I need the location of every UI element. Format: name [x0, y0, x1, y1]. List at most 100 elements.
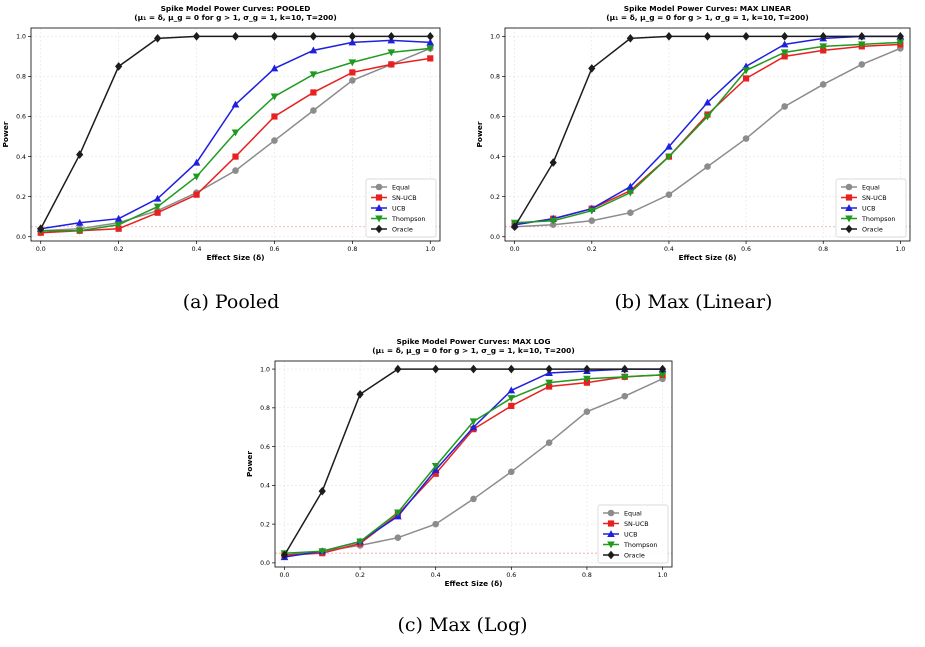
legend-label-oracle: Oracle	[624, 551, 645, 559]
data-point-sn-ucb	[115, 225, 122, 232]
chart-title: Spike Model Power Curves: POOLED	[161, 4, 311, 13]
data-point-equal	[742, 135, 750, 142]
data-point-thompson	[469, 418, 478, 426]
x-tick-label: 0.8	[818, 246, 828, 253]
data-point-ucb	[114, 214, 123, 222]
data-point-thompson	[703, 113, 712, 121]
data-point-equal	[232, 167, 239, 174]
y-tick-label: 0.0	[260, 560, 270, 567]
chart-title: Spike Model Power Curves: MAX LINEAR	[624, 4, 792, 13]
legend-label-sn-ucb: SN-UCB	[392, 194, 417, 202]
series-equal	[511, 45, 904, 231]
data-point-sn-ucb	[427, 55, 434, 62]
data-point-oracle	[432, 364, 440, 374]
data-point-thompson	[896, 39, 905, 47]
data-point-oracle	[781, 32, 789, 41]
legend-marker-thompson	[845, 215, 853, 223]
x-tick-label: 0.2	[114, 246, 124, 253]
data-point-oracle	[742, 32, 750, 41]
data-point-ucb	[309, 46, 318, 54]
legend-marker-ucb	[607, 530, 615, 537]
data-point-thompson	[356, 538, 364, 546]
data-point-ucb	[270, 64, 279, 72]
x-tick-label: 0.4	[192, 246, 202, 253]
data-point-sn-ucb	[154, 209, 161, 216]
data-point-ucb	[348, 38, 357, 46]
y-tick-label: 0.6	[490, 114, 500, 121]
y-tick-label: 0.4	[260, 483, 270, 490]
data-point-thompson	[620, 373, 629, 381]
data-point-thompson	[742, 67, 750, 75]
data-point-sn-ucb	[781, 53, 788, 60]
x-tick-label: 1.0	[658, 572, 668, 579]
y-tick-label: 0.2	[16, 194, 26, 201]
data-point-oracle	[819, 32, 827, 41]
legend-label-equal: Equal	[392, 183, 410, 191]
data-point-oracle	[665, 32, 673, 41]
legend-marker-oracle	[375, 224, 383, 234]
data-point-thompson	[626, 189, 635, 197]
data-point-oracle	[76, 150, 84, 159]
data-point-thompson	[309, 71, 318, 79]
y-axis-label: Power	[1, 121, 10, 147]
data-point-ucb	[231, 100, 240, 108]
data-point-ucb	[626, 182, 635, 190]
data-point-oracle	[356, 389, 364, 399]
legend-label-equal: Equal	[862, 183, 880, 191]
data-point-oracle	[394, 364, 402, 374]
data-point-equal	[508, 468, 515, 476]
data-point-ucb	[780, 40, 789, 48]
y-tick-label: 0.8	[260, 405, 270, 412]
data-point-thompson	[153, 203, 162, 211]
x-tick-label: 0.2	[355, 572, 365, 579]
y-tick-label: 0.2	[260, 521, 270, 528]
series-oracle	[37, 32, 434, 234]
data-point-equal	[545, 439, 553, 447]
x-tick-label: 0.0	[36, 246, 46, 253]
legend-label-thompson: Thompson	[391, 215, 425, 223]
data-point-oracle	[703, 32, 712, 41]
plot-frame	[504, 27, 911, 242]
data-point-thompson	[270, 93, 279, 101]
data-point-equal	[781, 103, 788, 110]
data-point-equal	[583, 408, 591, 416]
chart-max-linear-svg: Spike Model Power Curves: MAX LINEAR(μ₁ …	[475, 4, 911, 262]
data-point-equal	[621, 392, 629, 400]
y-axis-label: Power	[245, 451, 254, 477]
data-point-equal	[349, 77, 356, 84]
data-point-equal	[271, 137, 278, 144]
data-point-oracle	[658, 364, 667, 374]
y-tick-label: 0.8	[16, 74, 26, 81]
data-point-sn-ucb	[271, 113, 278, 120]
series-oracle	[511, 32, 904, 232]
x-tick-label: 0.8	[347, 246, 357, 253]
plot-frame	[30, 27, 441, 242]
chart-subtitle: (μ₁ = δ, μ_g = 0 for g > 1, σ_g = 1, k=1…	[134, 13, 336, 22]
legend-label-sn-ucb: SN-UCB	[624, 520, 649, 528]
data-point-thompson	[426, 45, 435, 53]
data-point-sn-ucb	[432, 470, 439, 477]
data-point-sn-ucb	[349, 69, 356, 76]
data-point-oracle	[115, 62, 123, 71]
y-tick-label: 0.0	[16, 234, 26, 241]
data-point-thompson	[819, 43, 828, 51]
y-tick-label: 0.6	[16, 114, 26, 121]
data-point-ucb	[665, 142, 673, 150]
caption-pooled: (a) Pooled	[182, 291, 280, 313]
data-point-equal	[627, 209, 634, 216]
data-point-equal	[432, 520, 439, 528]
legend-marker-ucb	[375, 204, 383, 211]
y-tick-label: 0.6	[260, 444, 270, 451]
data-point-oracle	[426, 32, 434, 41]
data-point-oracle	[348, 32, 356, 41]
legend-marker-oracle	[845, 224, 853, 234]
chart-subtitle: (μ₁ = δ, μ_g = 0 for g > 1, σ_g = 1, k=1…	[606, 13, 808, 22]
data-point-oracle	[192, 32, 201, 41]
legend-label-ucb: UCB	[624, 530, 638, 538]
data-point-thompson	[780, 49, 789, 57]
data-point-equal	[858, 61, 866, 68]
data-point-thompson	[348, 59, 357, 67]
chart-max-log-svg: Spike Model Power Curves: MAX LOG(μ₁ = δ…	[245, 337, 673, 588]
data-point-ucb	[703, 98, 712, 106]
data-point-oracle	[231, 32, 240, 41]
